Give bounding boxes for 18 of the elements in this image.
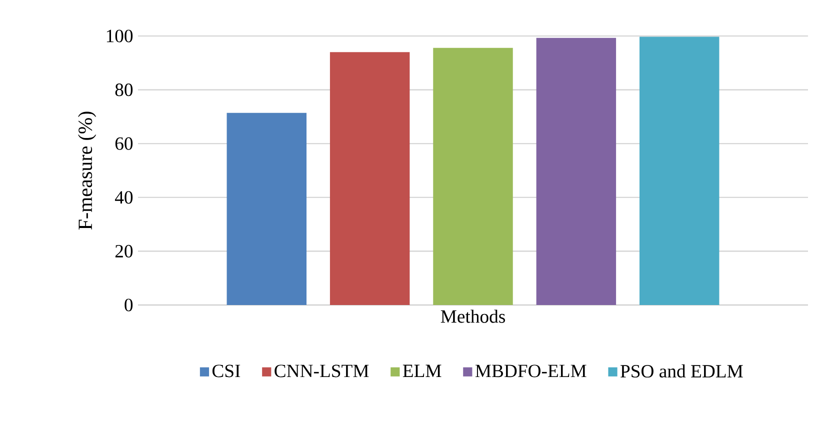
legend-label: CNN-LSTM [274,364,369,378]
legend-label: CSI [212,364,240,378]
y-tick-label: 60 [115,137,133,150]
bar [640,36,720,305]
bar [536,38,616,305]
legend-label: ELM [402,364,442,377]
legend-label: PSO and EDLM [620,364,743,378]
y-tick-label: 20 [115,244,133,258]
y-tick-label: 40 [114,191,133,204]
bar [226,112,307,305]
legend-label: MBDFO-ELM [475,364,586,378]
x-tick-label: Methods [440,310,505,323]
y-tick-label: 100 [106,30,133,42]
y-axis-title: F-measure (%) [78,112,96,230]
bar [433,48,513,305]
bar [330,52,410,305]
y-tick-label: 0 [124,298,133,312]
y-tick-label: 80 [115,84,133,96]
